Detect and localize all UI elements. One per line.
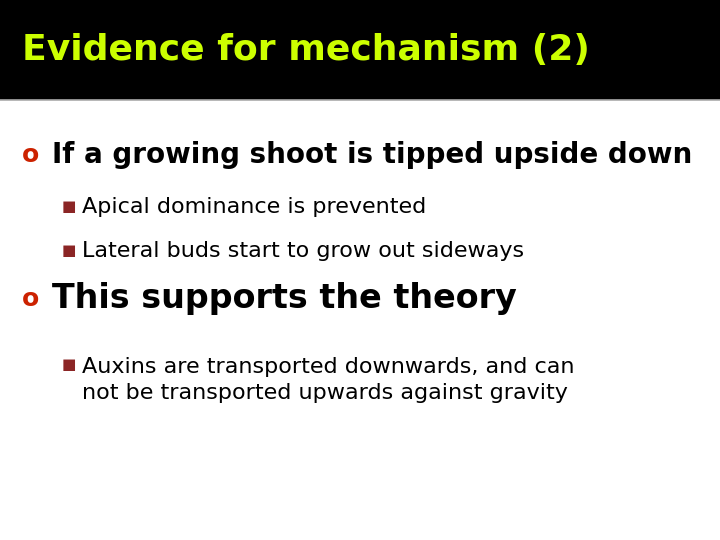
Text: Lateral buds start to grow out sideways: Lateral buds start to grow out sideways: [82, 241, 524, 261]
Text: Apical dominance is prevented: Apical dominance is prevented: [82, 197, 426, 217]
Text: If a growing shoot is tipped upside down: If a growing shoot is tipped upside down: [52, 141, 692, 169]
Text: o: o: [22, 143, 40, 167]
Text: ■: ■: [62, 199, 76, 214]
Text: not be transported upwards against gravity: not be transported upwards against gravi…: [82, 383, 568, 403]
Bar: [0, 0, 720, 100]
Text: Evidence for mechanism (2): Evidence for mechanism (2): [22, 33, 590, 67]
Text: This supports the theory: This supports the theory: [52, 282, 517, 315]
Text: ■: ■: [62, 357, 76, 372]
Text: ■: ■: [62, 244, 76, 259]
Text: o: o: [22, 287, 40, 311]
Text: Auxins are transported downwards, and can: Auxins are transported downwards, and ca…: [82, 357, 575, 377]
